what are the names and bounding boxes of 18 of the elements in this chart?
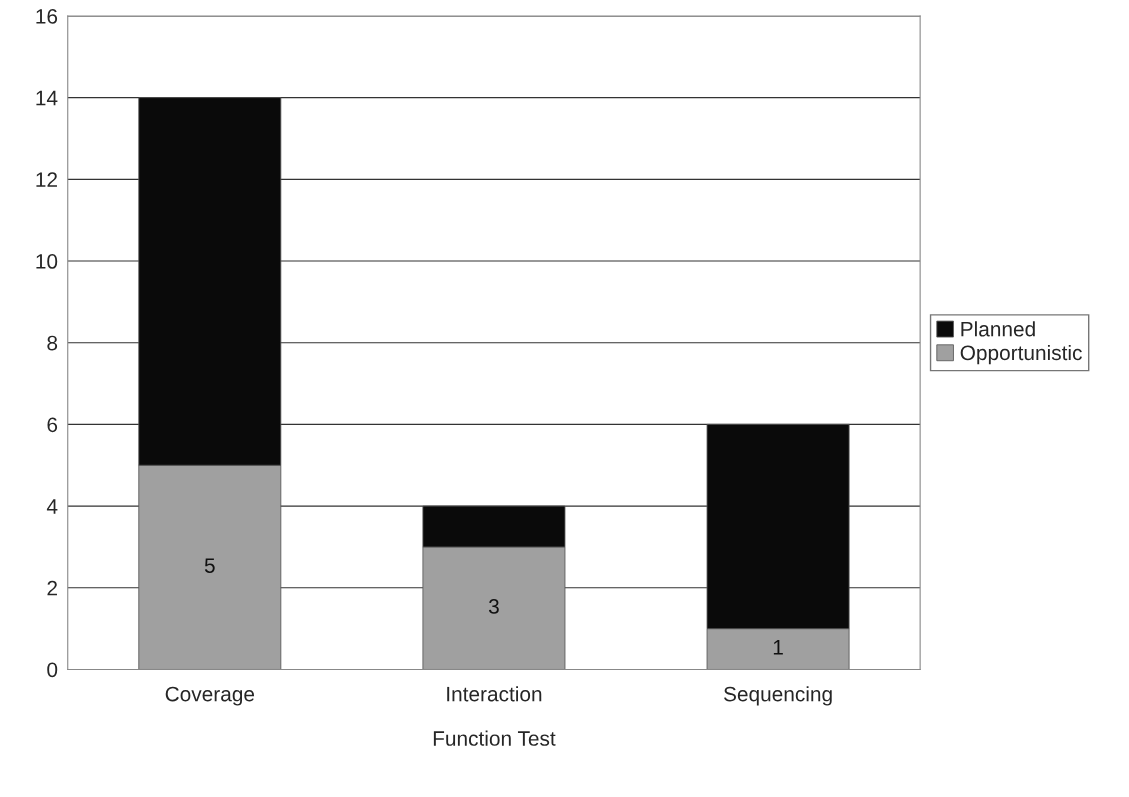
y-tick-label: 14 (36, 90, 58, 106)
y-tick-label: 0 (47, 662, 58, 678)
y-tick-label: 12 (36, 172, 57, 187)
legend-label: Opportunistic (960, 344, 1082, 365)
data-label: 3 (488, 599, 499, 614)
y-tick-label: 2 (47, 580, 57, 596)
y-tick-label: 6 (47, 417, 58, 433)
y-tick-label: 10 (36, 254, 58, 269)
y-tick-label: 4 (46, 499, 58, 514)
x-axis-title: Function Test (433, 730, 556, 746)
data-label: 5 (204, 558, 215, 573)
x-tick-label: Sequencing (724, 686, 832, 706)
x-tick-label: Interaction (447, 686, 542, 702)
y-tick-label: 8 (47, 335, 58, 351)
y-tick-label: 16 (36, 8, 58, 24)
x-tick-label: Coverage (165, 686, 255, 706)
legend-label: Planned (961, 321, 1035, 337)
data-label: 1 (773, 640, 783, 655)
